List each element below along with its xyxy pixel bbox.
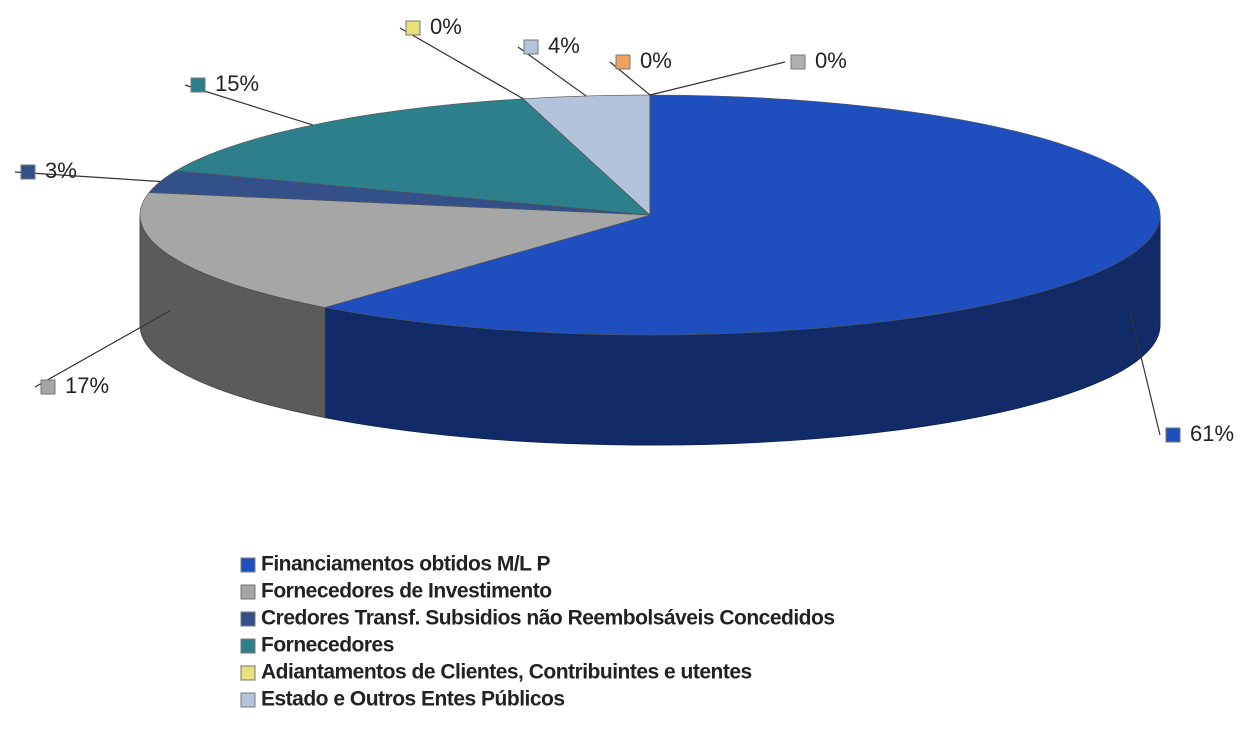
data-label: 3% — [45, 158, 77, 183]
label-marker — [523, 39, 539, 55]
legend-label: Estado e Outros Entes Públicos — [261, 688, 565, 711]
label-marker — [1165, 427, 1181, 443]
legend-swatch — [240, 611, 256, 627]
label-marker — [40, 379, 56, 395]
leader-line — [517, 46, 587, 97]
slice — [324, 94, 1161, 336]
legend-label: Fornecedores de Investimento — [261, 580, 552, 603]
data-label: 0% — [640, 48, 672, 73]
leader-line — [14, 171, 161, 183]
legend-swatch — [240, 584, 256, 600]
data-label: 4% — [548, 33, 580, 58]
leader-line — [184, 84, 313, 126]
data-label: 0% — [815, 48, 847, 73]
data-label: 15% — [215, 71, 259, 96]
data-label: 17% — [65, 373, 109, 398]
legend-swatch — [240, 557, 256, 573]
label-marker — [190, 77, 206, 93]
label-marker — [20, 164, 36, 180]
data-label: 0% — [430, 14, 462, 39]
legend-label: Fornecedores — [261, 634, 394, 657]
legend-label: Adiantamentos de Clientes, Contribuintes… — [261, 661, 752, 684]
legend-swatch — [240, 692, 256, 708]
legend-label: Financiamentos obtidos M/L P — [261, 553, 550, 576]
legend-label: Credores Transf. Subsidios não Reembolsá… — [261, 607, 835, 630]
leader-line — [399, 27, 524, 100]
label-marker — [615, 54, 631, 70]
leader-line — [649, 61, 786, 96]
legend-swatch — [240, 638, 256, 654]
slice — [139, 192, 651, 308]
label-marker — [405, 20, 421, 36]
leader-line — [34, 310, 171, 388]
leader-line — [1129, 310, 1161, 436]
label-marker — [790, 54, 806, 70]
data-label: 61% — [1190, 421, 1234, 446]
legend-swatch — [240, 665, 256, 681]
